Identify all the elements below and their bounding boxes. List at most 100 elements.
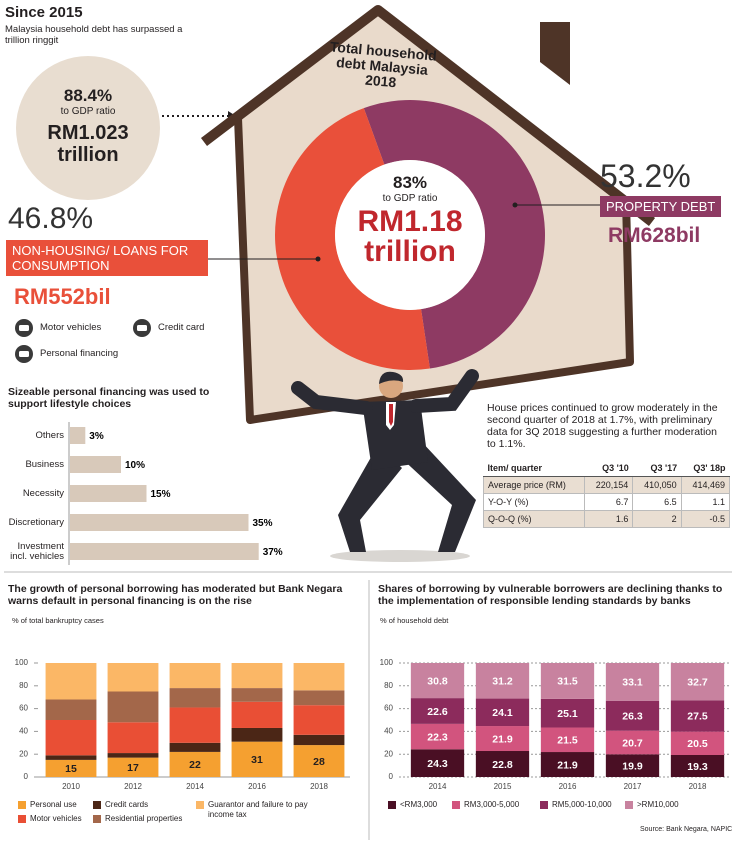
y-tick-label: 60 — [384, 704, 393, 713]
table-cell: 410,050 — [632, 476, 682, 494]
legend-swatch — [625, 801, 633, 809]
bar-segment — [45, 720, 97, 756]
table-header: Q3' 18p — [681, 460, 730, 477]
bar-segment — [45, 699, 97, 720]
data-label: 28 — [313, 756, 325, 768]
legend-label: Residential properties — [105, 814, 183, 823]
bar-segment — [670, 754, 725, 777]
bar-segment — [293, 734, 345, 746]
bar-segment — [169, 707, 221, 743]
bar-title: Sizeable personal financing was used to … — [8, 386, 210, 410]
data-label: 15 — [65, 763, 77, 775]
legend-swatch — [388, 801, 396, 809]
shadow — [330, 550, 470, 562]
table-cell: 6.5 — [632, 493, 682, 511]
chart-title: The growth of personal borrowing has mod… — [8, 583, 343, 607]
data-label: 22.8 — [492, 759, 513, 771]
consumption-type: Personal financing — [40, 348, 119, 359]
table-cell: Q-O-Q (%) — [482, 510, 586, 528]
stat-amount: RM1.023 trillion — [47, 122, 129, 166]
price-table: Item/ quarter Q3 '10 Q3 '17 Q3' 18p Average … — [482, 460, 731, 528]
y-axis-label: % of total bankruptcy cases — [12, 616, 104, 625]
data-label: 22.3 — [427, 731, 448, 743]
table-row: Q-O-Q (%) 1.6 2 -0.5 — [482, 510, 731, 528]
bar-segment — [410, 698, 465, 724]
legend-label: >RM10,000 — [637, 800, 679, 809]
bar — [70, 456, 121, 473]
donut-hole — [335, 160, 485, 310]
data-label: 19.3 — [687, 761, 708, 773]
bar — [70, 485, 147, 502]
legend-label: RM5,000-10,000 — [552, 800, 612, 809]
table-cell: 1.6 — [584, 510, 634, 528]
category-label: PROPERTY DEBT — [600, 196, 722, 217]
man-leg — [338, 445, 402, 552]
y-tick-label: 80 — [19, 681, 28, 690]
stat-circle — [16, 56, 160, 200]
value-label: 53.2% — [600, 158, 691, 194]
data-label: 26.3 — [622, 711, 643, 723]
house-ratio-label: to GDP ratio — [382, 193, 438, 204]
legend-swatch — [93, 801, 101, 809]
data-label: 17 — [127, 762, 139, 774]
table-cell: 6.7 — [584, 493, 634, 511]
bar-segment — [293, 663, 345, 691]
category-label: Investment incl. vehicles — [10, 540, 64, 562]
data-label: 32.7 — [687, 676, 708, 688]
bar-segment — [231, 727, 283, 742]
bar-segment — [670, 700, 725, 732]
table-cell: 414,469 — [680, 476, 731, 494]
bar-segment — [293, 745, 345, 777]
bar-segment — [231, 701, 283, 728]
legend-label: RM3,000-5,000 — [464, 800, 520, 809]
y-tick-label: 100 — [380, 658, 394, 667]
y-tick-label: 20 — [19, 749, 28, 758]
data-label: 25.1 — [557, 708, 578, 720]
data-label: 20.7 — [622, 737, 643, 749]
bar-segment — [670, 731, 725, 755]
table-cell: 1.1 — [680, 493, 731, 511]
table-row: Average price (RM) 220,154 410,050 414,469 — [482, 476, 731, 494]
value-label: 3% — [89, 431, 104, 442]
bar-segment — [231, 741, 283, 777]
data-label: 27.5 — [687, 711, 708, 723]
house-ratio: 83% — [392, 173, 428, 192]
data-label: 19.9 — [622, 760, 643, 772]
data-label: 24.3 — [427, 758, 448, 770]
bar-segment — [169, 663, 221, 689]
legend-swatch — [18, 801, 26, 809]
x-tick-label: 2018 — [689, 782, 707, 791]
table-header-row: Item/ quarter Q3 '10 Q3 '17 Q3' 18p — [483, 460, 730, 477]
house-prices-text: House prices continued to grow moderatel… — [487, 402, 718, 450]
value-label: 37% — [263, 547, 283, 558]
man-arm — [409, 369, 479, 413]
y-tick-label: 0 — [24, 772, 29, 781]
y-tick-label: 80 — [384, 681, 393, 690]
chimney — [540, 22, 570, 85]
donut-slice — [274, 108, 430, 371]
leader-dot — [512, 202, 518, 208]
x-tick-label: 2017 — [624, 782, 642, 791]
data-label: 21.5 — [557, 735, 578, 747]
bar-segment — [107, 663, 159, 692]
category-label: Necessity — [22, 487, 64, 499]
icon-glyph — [19, 325, 29, 331]
value-label: 46.8% — [8, 202, 94, 235]
data-label: 33.1 — [622, 677, 643, 689]
bar-segment — [475, 663, 530, 699]
data-label: 22.6 — [427, 706, 448, 718]
bar-segment — [540, 752, 595, 777]
consumption-type: Motor vehicles — [40, 322, 102, 333]
man-arm — [291, 381, 373, 415]
value-label: 15% — [151, 489, 171, 500]
bar-segment — [107, 753, 159, 758]
x-tick-label: 2015 — [494, 782, 512, 791]
bar-segment — [605, 754, 660, 777]
x-tick-label: 2012 — [124, 782, 142, 791]
donut-slice — [363, 100, 545, 369]
chart-title: Shares of borrowing by vulnerable borrow… — [378, 583, 723, 607]
x-tick-label: 2016 — [559, 782, 577, 791]
consumption-type: Credit card — [158, 322, 205, 333]
bar-segment — [231, 688, 283, 702]
